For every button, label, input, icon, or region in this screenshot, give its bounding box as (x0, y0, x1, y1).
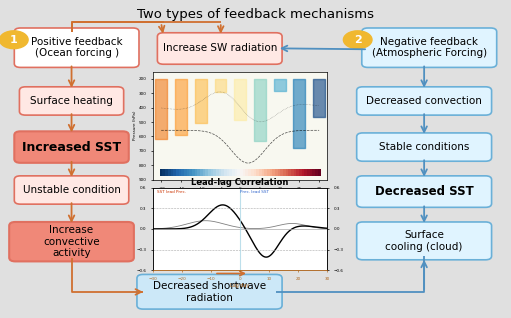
Text: 2: 2 (354, 35, 362, 45)
FancyBboxPatch shape (357, 133, 492, 161)
Text: Two types of feedback mechanisms: Two types of feedback mechanisms (137, 8, 374, 21)
Circle shape (0, 31, 28, 49)
FancyBboxPatch shape (14, 131, 129, 163)
Text: Decreased shortwave
radiation: Decreased shortwave radiation (153, 281, 266, 302)
Text: (Benedict and Randall 2007): (Benedict and Randall 2007) (185, 188, 295, 197)
FancyBboxPatch shape (357, 87, 492, 115)
Text: 1: 1 (10, 35, 18, 45)
Text: Surface
cooling (cloud): Surface cooling (cloud) (385, 230, 463, 252)
FancyBboxPatch shape (157, 33, 282, 64)
FancyBboxPatch shape (137, 274, 282, 309)
FancyBboxPatch shape (14, 28, 139, 67)
Circle shape (343, 31, 372, 49)
FancyBboxPatch shape (19, 87, 124, 115)
FancyBboxPatch shape (362, 28, 497, 67)
FancyBboxPatch shape (14, 176, 129, 204)
Text: Unstable condition: Unstable condition (22, 185, 121, 195)
Text: Stable conditions: Stable conditions (379, 142, 469, 152)
Text: Decreased SST: Decreased SST (375, 185, 474, 198)
Text: Increased SST: Increased SST (22, 141, 121, 154)
FancyBboxPatch shape (357, 176, 492, 207)
Text: Negative feedback
(Atmospheric Forcing): Negative feedback (Atmospheric Forcing) (371, 37, 487, 59)
Text: Positive feedback
(Ocean forcing ): Positive feedback (Ocean forcing ) (31, 37, 123, 59)
Text: Increase
convective
activity: Increase convective activity (43, 225, 100, 258)
Text: Increase SW radiation: Increase SW radiation (162, 44, 277, 53)
FancyBboxPatch shape (9, 222, 134, 261)
Text: Surface heating: Surface heating (30, 96, 113, 106)
Text: Decreased convection: Decreased convection (366, 96, 482, 106)
FancyBboxPatch shape (357, 222, 492, 260)
